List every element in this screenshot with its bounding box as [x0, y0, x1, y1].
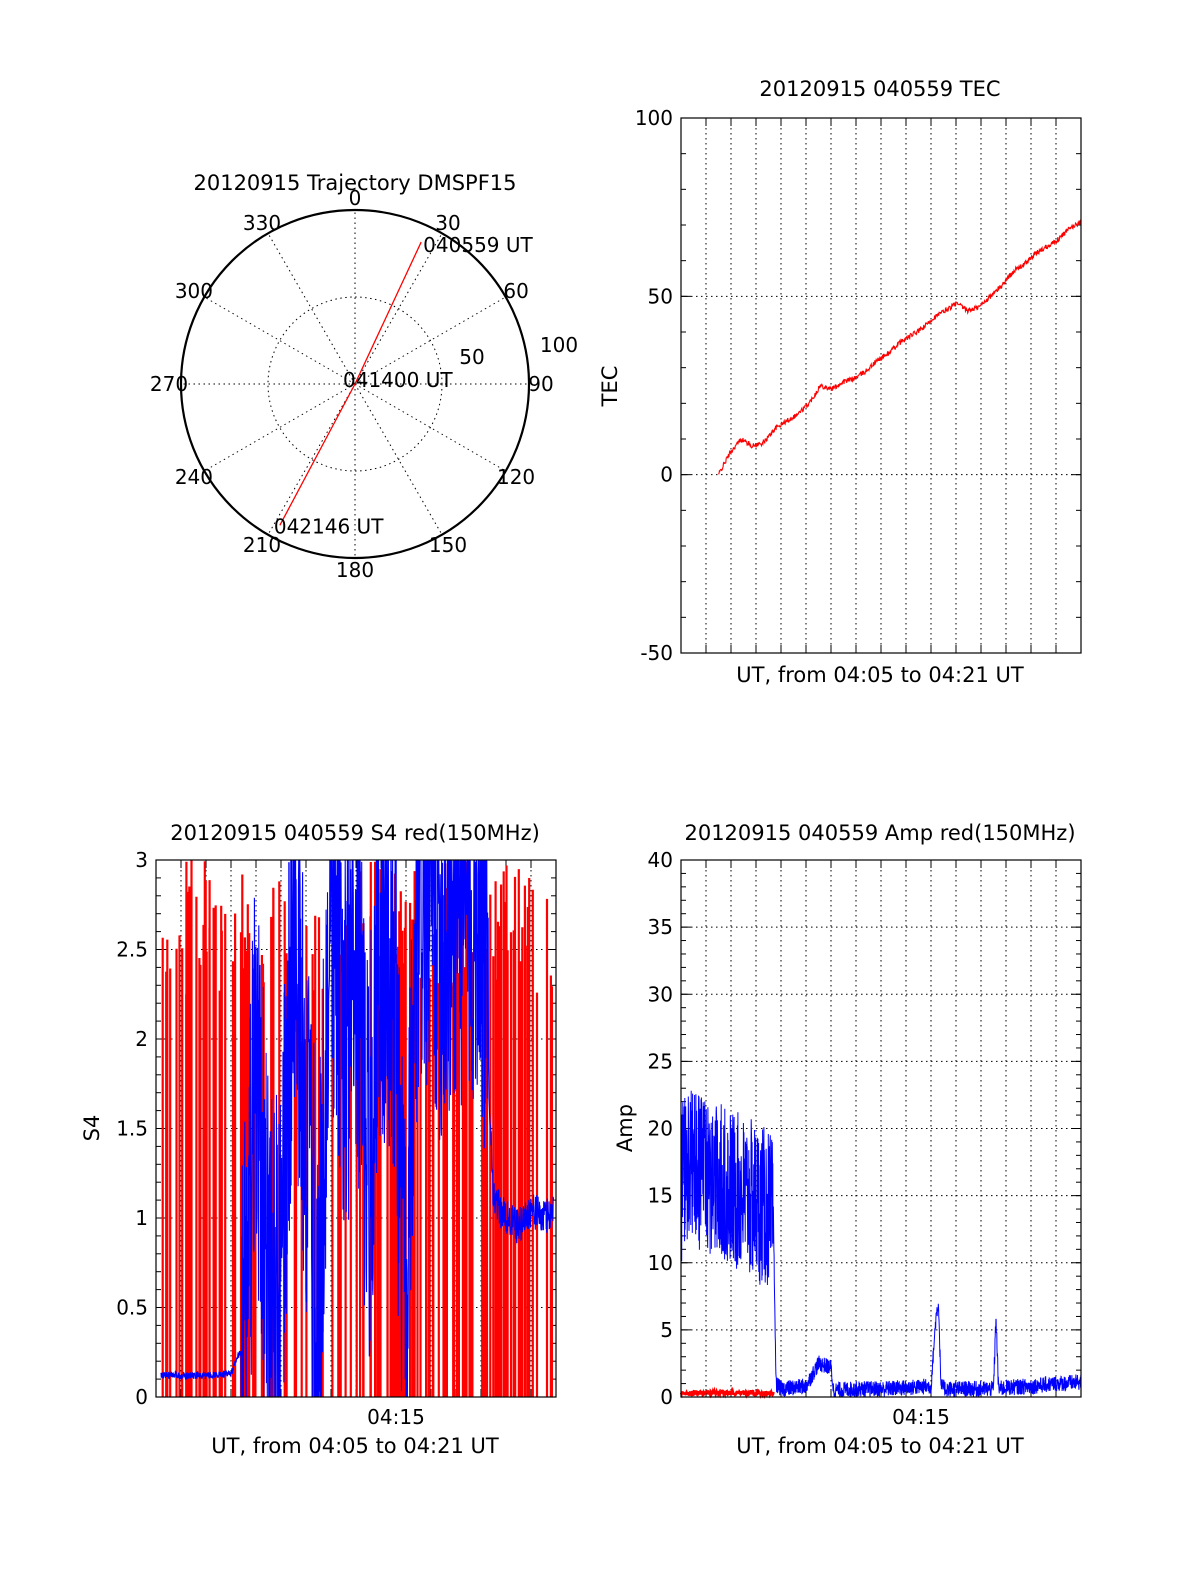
polar-spoke: [354, 296, 506, 385]
trajectory-line: [279, 241, 422, 526]
trajectory-end-label: 042146 UT: [274, 514, 384, 538]
polar-angle-labels: 0 30 60 90 120 150 180 210 240 270 300 330: [150, 186, 554, 582]
polar-angle-label: 120: [497, 465, 535, 489]
polar-angle-label: 0: [349, 186, 362, 210]
polar-radial-labels: 50 100: [459, 333, 578, 369]
y-tick-label: 40: [648, 848, 673, 872]
plot-frame: [680, 117, 1082, 654]
amp-y-axis-label: Amp: [613, 1104, 637, 1152]
x-tick-label: 04:15: [892, 1405, 950, 1429]
y-tick-label: 2.5: [116, 938, 148, 962]
y-tick-label: 35: [648, 915, 673, 939]
polar-grid: [179, 208, 531, 560]
polar-angle-label: 270: [150, 372, 188, 396]
polar-angle-label: 240: [175, 465, 213, 489]
polar-radial-label: 50: [459, 345, 484, 369]
x-tick-label: 04:15: [367, 1405, 425, 1429]
polar-angle-label: 330: [243, 211, 281, 235]
y-tick-label: 50: [648, 284, 673, 308]
amp-blue-series: [680, 1090, 1082, 1398]
polar-spoke: [204, 383, 356, 472]
s4-x-axis-label: UT, from 04:05 to 04:21 UT: [211, 1434, 499, 1458]
polar-spoke: [354, 383, 443, 535]
tec-series-line: [718, 219, 1082, 475]
y-tick-label: 25: [648, 1049, 673, 1073]
y-tick-label: 1.5: [116, 1117, 148, 1141]
polar-inner-circle: [267, 296, 443, 472]
s4-title: 20120915 040559 S4 red(150MHz): [170, 821, 540, 845]
tec-panel: 20120915 040559 TEC TEC UT, from 04:05 t…: [598, 77, 1082, 687]
polar-radial-label: 100: [540, 333, 578, 357]
tec-y-axis-label: TEC: [598, 366, 622, 408]
y-tick-label: 0.5: [116, 1296, 148, 1320]
amp-title: 20120915 040559 Amp red(150MHz): [684, 821, 1075, 845]
plot-frame: [155, 859, 557, 1398]
s4-blue-series: [160, 859, 555, 1398]
polar-angle-label: 90: [528, 372, 553, 396]
y-tick-label: 100: [635, 106, 673, 130]
s4-y-axis-label: S4: [80, 1115, 104, 1142]
polar-angle-label: 30: [435, 211, 460, 235]
tec-x-axis-label: UT, from 04:05 to 04:21 UT: [736, 663, 1024, 687]
amp-plot-area: 0 5 10 15 20 25 30 35 40 04:15: [648, 848, 1082, 1429]
polar-title: 20120915 Trajectory DMSPF15: [193, 171, 516, 195]
polar-angle-label: 210: [243, 533, 281, 557]
polar-angle-label: 60: [503, 279, 528, 303]
amp-panel: 20120915 040559 Amp red(150MHz) Amp UT, …: [613, 821, 1082, 1458]
y-tick-label: 5: [660, 1318, 673, 1342]
s4-panel: 20120915 040559 S4 red(150MHz) S4 UT, fr…: [80, 821, 557, 1458]
y-tick-label: 15: [648, 1184, 673, 1208]
polar-spoke: [267, 233, 356, 385]
tec-title: 20120915 040559 TEC: [759, 77, 1000, 101]
amp-x-axis-label: UT, from 04:05 to 04:21 UT: [736, 1434, 1024, 1458]
y-tick-label: 10: [648, 1251, 673, 1275]
y-tick-label: 1: [135, 1206, 148, 1230]
polar-spoke: [354, 233, 443, 385]
s4-plot-area: 0 0.5 1 1.5 2 2.5 3 04:15: [116, 848, 557, 1429]
polar-spoke: [204, 296, 356, 385]
plot-frame: [680, 859, 1082, 1398]
tec-plot-area: -50 0 50 100: [635, 106, 1082, 665]
polar-angle-label: 150: [429, 533, 467, 557]
y-tick-label: 0: [660, 1385, 673, 1409]
trajectory-start-label: 040559 UT: [423, 233, 533, 257]
y-tick-label: -50: [640, 641, 673, 665]
polar-angle-label: 180: [336, 558, 374, 582]
y-tick-label: 0: [660, 463, 673, 487]
polar-outer-circle: [179, 208, 531, 560]
amp-red-series: [679, 1386, 775, 1400]
polar-trajectory: 040559 UT 041400 UT 042146 UT: [274, 233, 534, 538]
y-tick-label: 0: [135, 1385, 148, 1409]
y-tick-label: 30: [648, 982, 673, 1006]
polar-spoke: [354, 383, 506, 472]
polar-spoke: [267, 383, 356, 535]
polar-angle-label: 300: [175, 279, 213, 303]
y-tick-label: 20: [648, 1117, 673, 1141]
y-tick-label: 2: [135, 1027, 148, 1051]
y-tick-label: 3: [135, 848, 148, 872]
polar-panel: 20120915 Trajectory DMSPF15 0 30 60 90 120 15…: [150, 171, 578, 582]
trajectory-middle-label: 041400 UT: [343, 368, 453, 392]
